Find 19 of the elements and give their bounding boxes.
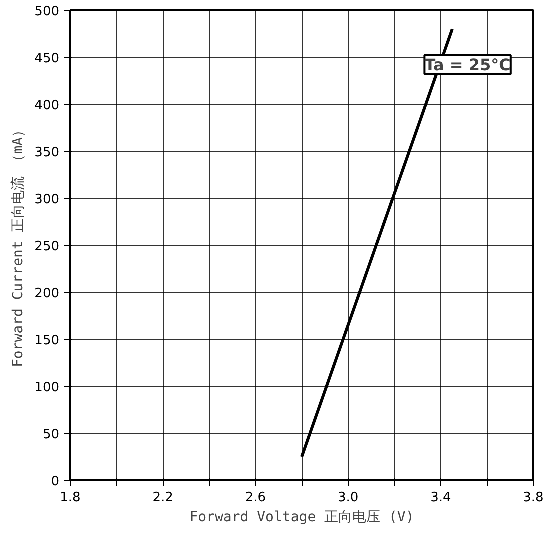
x-tick-label: 1.8 bbox=[60, 490, 81, 506]
y-tick-label: 50 bbox=[42, 428, 60, 442]
x-tick-label: 3.0 bbox=[338, 490, 359, 506]
y-axis-title: Forward Current 正向电流 （mA） bbox=[10, 123, 27, 368]
y-tick-label: 350 bbox=[34, 146, 60, 160]
y-tick-label: 500 bbox=[34, 4, 60, 20]
x-tick-label: 2.2 bbox=[152, 490, 174, 506]
y-tick-label: 300 bbox=[34, 192, 60, 208]
y-tick-label: 150 bbox=[34, 334, 60, 348]
x-tick-label: 3.4 bbox=[430, 490, 452, 506]
y-tick-label: 400 bbox=[34, 98, 60, 114]
x-tick-label: 2.6 bbox=[245, 490, 266, 506]
y-tick-label: 450 bbox=[34, 52, 60, 66]
x-tick-label: 3.8 bbox=[523, 490, 544, 506]
y-tick-label: 100 bbox=[34, 380, 60, 396]
y-tick-label: 0 bbox=[51, 474, 60, 490]
x-axis-title: Forward Voltage 正向电压 (V) bbox=[190, 510, 414, 526]
y-tick-label: 250 bbox=[34, 240, 60, 254]
y-tick-label: 200 bbox=[34, 286, 60, 302]
